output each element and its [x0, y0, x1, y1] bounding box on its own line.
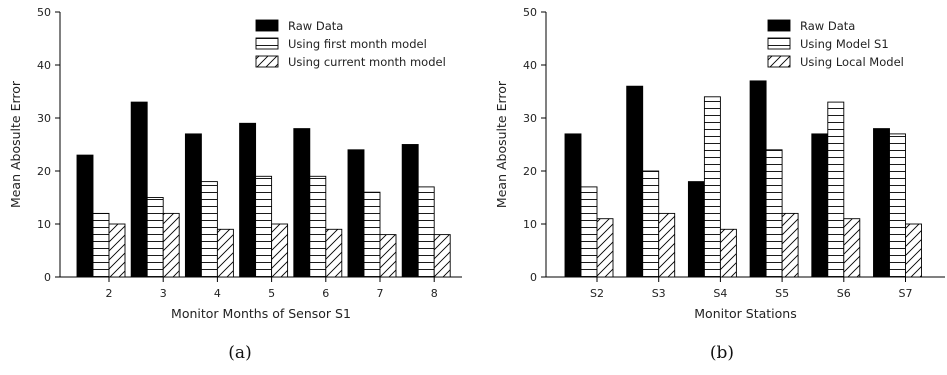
legend-label: Raw Data: [288, 19, 343, 33]
x-tick-label: 7: [377, 287, 384, 300]
y-tick-label: 40: [37, 59, 51, 72]
y-tick-label: 20: [37, 165, 51, 178]
bar-horizontal-lines-S4: [703, 96, 721, 278]
legend-swatch-diagonal-lines: [255, 55, 279, 68]
bar-diagonal-lines-4: [216, 228, 234, 278]
bar-solid-black-8: [401, 144, 419, 278]
bar-horizontal-lines-3: [146, 197, 164, 278]
legend: Raw Data Using first month model Using cur…: [255, 19, 446, 69]
bar-horizontal-lines-S2: [580, 186, 598, 278]
x-tick-label: 8: [431, 287, 438, 300]
legend-label: Using current month model: [288, 55, 446, 69]
bar-horizontal-lines-6: [309, 175, 327, 278]
bar-diagonal-lines-2: [108, 223, 126, 278]
bar-diagonal-lines-S3: [658, 212, 676, 278]
y-axis-label: Mean Abosulte Error: [8, 80, 23, 208]
x-tick-label: 3: [160, 287, 167, 300]
bar-horizontal-lines-5: [255, 175, 273, 278]
bar-diagonal-lines-S7: [905, 223, 922, 278]
y-tick-label: 10: [523, 218, 537, 231]
legend-swatch-horizontal-lines: [767, 37, 791, 50]
x-tick-label: S3: [652, 287, 666, 300]
bar-solid-black-5: [239, 122, 257, 278]
y-tick-label: 40: [523, 59, 537, 72]
bar-solid-black-4: [184, 133, 202, 278]
y-tick-label: 50: [523, 6, 537, 19]
bar-horizontal-lines-S6: [827, 101, 845, 278]
y-tick-label: 20: [523, 165, 537, 178]
chart-panel-b: 0 10 20 30 40 50 S2 S3 S4 S5 S6 S7 Monitor Stations M…: [494, 6, 945, 363]
chart-panel-a: 0 10 20 30 40 50 2 3 4 5 6 7 8 Monitor Months of Sens…: [8, 6, 462, 363]
bar-diagonal-lines-S2: [596, 218, 614, 278]
figure-caption: (a): [228, 343, 251, 363]
bar-solid-black-7: [347, 149, 365, 278]
bar-horizontal-lines-2: [92, 212, 110, 278]
x-tick-label: 2: [106, 287, 113, 300]
bar-solid-black-S5: [749, 80, 767, 278]
bar-solid-black-S7: [873, 128, 890, 278]
bar-diagonal-lines-S5: [781, 212, 799, 278]
y-tick-label: 0: [530, 271, 537, 284]
legend-label: Using Model S1: [800, 37, 889, 51]
bar-horizontal-lines-S3: [642, 170, 660, 278]
bar-diagonal-lines-8: [433, 234, 451, 278]
bar-horizontal-lines-8: [417, 186, 435, 278]
x-tick-label: S7: [899, 287, 913, 300]
bar-horizontal-lines-7: [363, 191, 381, 278]
x-axis-label: Monitor Months of Sensor S1: [171, 306, 351, 321]
bar-solid-black-6: [293, 128, 311, 278]
bar-solid-black-S3: [626, 85, 644, 278]
y-tick-label: 10: [37, 218, 51, 231]
x-tick-label: S4: [713, 287, 727, 300]
bar-solid-black-S2: [564, 133, 582, 278]
legend-swatch-solid-black: [255, 19, 279, 32]
legend-swatch-diagonal-lines: [767, 55, 791, 68]
x-tick-label: S5: [775, 287, 789, 300]
legend: Raw Data Using Model S1 Using Local Model: [767, 19, 904, 69]
bar-diagonal-lines-7: [379, 234, 397, 278]
x-tick-label: S2: [590, 287, 604, 300]
figure-caption: (b): [710, 343, 734, 363]
legend-swatch-horizontal-lines: [255, 37, 279, 50]
bar-solid-black-3: [130, 101, 148, 278]
bar-diagonal-lines-5: [271, 223, 289, 278]
bar-horizontal-lines-S7: [889, 133, 906, 278]
y-tick-label: 0: [44, 271, 51, 284]
legend-label: Raw Data: [800, 19, 855, 33]
bar-horizontal-lines-S5: [765, 149, 783, 278]
y-axis-label: Mean Abosulte Error: [494, 80, 509, 208]
bar-diagonal-lines-3: [162, 212, 180, 278]
y-tick-label: 30: [37, 112, 51, 125]
x-axis-label: Monitor Stations: [694, 306, 796, 321]
x-tick-label: 6: [322, 287, 329, 300]
legend-label: Using Local Model: [800, 55, 904, 69]
bar-diagonal-lines-S6: [843, 218, 861, 278]
bar-solid-black-S6: [811, 133, 829, 278]
y-tick-label: 50: [37, 6, 51, 19]
legend-label: Using first month model: [288, 37, 427, 51]
bar-horizontal-lines-4: [200, 181, 218, 278]
bar-diagonal-lines-6: [325, 228, 343, 278]
bar-solid-black-S4: [687, 181, 705, 278]
y-tick-label: 30: [523, 112, 537, 125]
x-tick-label: S6: [837, 287, 851, 300]
bar-solid-black-2: [76, 154, 94, 278]
legend-swatch-solid-black: [767, 19, 791, 32]
x-tick-label: 5: [268, 287, 275, 300]
x-tick-label: 4: [214, 287, 221, 300]
bar-diagonal-lines-S4: [719, 228, 737, 278]
